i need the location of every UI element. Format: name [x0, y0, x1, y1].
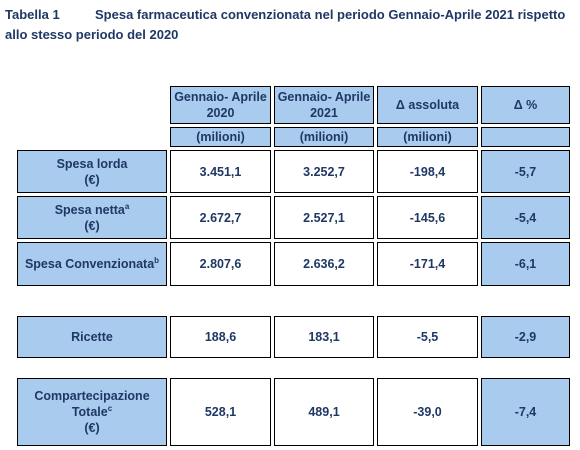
row-label-cell: Spesa Convenzionatab [17, 242, 167, 286]
value: 2.807,6 [199, 257, 242, 271]
unit-text: (milioni) [299, 130, 349, 144]
unit-text: (milioni) [196, 130, 245, 144]
value-cell: 489,1 [274, 378, 374, 446]
row-unit: (€) [84, 421, 100, 435]
value-cell: 3.451,1 [170, 150, 271, 193]
title-text: Spesa farmaceutica convenzionata nel per… [5, 7, 566, 42]
header-cell: Δ % [481, 86, 570, 124]
header-cell: Δ assoluta [377, 86, 478, 124]
value: -171,4 [409, 257, 446, 271]
value-cell: 3.252,7 [274, 150, 374, 193]
value: 528,1 [204, 405, 237, 419]
value: 3.252,7 [303, 164, 345, 179]
row-label-cell: Compartecipazione Totalec (€) [17, 378, 167, 446]
value-cell: 2.527,1 [274, 196, 374, 239]
header-cell: Gennaio- Aprile 2020 [170, 86, 271, 124]
row-label-cell: Spesa lorda (€) [17, 150, 167, 193]
header-cell: Gennaio- Aprile 2021 [274, 86, 374, 124]
value-cell: -6,1 [481, 242, 570, 286]
value: -145,6 [409, 210, 446, 225]
row-label: Spesa netta [54, 202, 125, 217]
value: -5,4 [514, 210, 537, 225]
value-cell: -5,7 [481, 150, 570, 193]
value-cell: 2.672,7 [170, 196, 271, 239]
value-cell: -5,4 [481, 196, 570, 239]
value-cell: -171,4 [377, 242, 478, 286]
title-label: Tabella 1 [5, 7, 60, 22]
row-label-line: Spesa lorda [57, 156, 128, 172]
row-label-line: Spesa Convenzionatab [25, 256, 159, 272]
footnote-mark: c [107, 403, 113, 413]
value: -39,0 [413, 405, 442, 419]
value: -198,4 [409, 164, 446, 179]
unit-cell: (milioni) [377, 127, 478, 147]
footnote-mark: a [124, 201, 130, 211]
value-cell: 183,1 [274, 316, 374, 358]
row-label-cell: Ricette [17, 316, 167, 358]
value: 489,1 [308, 405, 340, 419]
value: -7,4 [514, 405, 537, 419]
value-cell: -7,4 [481, 378, 570, 446]
value: -2,9 [514, 330, 537, 344]
value: 183,1 [308, 330, 340, 344]
row-label-cell: Spesa nettaa (€) [17, 196, 167, 239]
footnote-mark: b [154, 255, 160, 265]
header-text: Gennaio- Aprile 2020 [174, 90, 267, 120]
header-text: Δ assoluta [395, 98, 460, 112]
value: 2.527,1 [303, 210, 345, 225]
value-cell: 188,6 [170, 316, 271, 358]
value: -6,1 [514, 257, 537, 271]
title: Tabella 1 Spesa farmaceutica convenzionat… [5, 5, 577, 45]
value: 2.636,2 [303, 257, 345, 271]
value-cell: 2.807,6 [170, 242, 271, 286]
unit-text: (milioni) [403, 130, 452, 144]
row-label: Ricette [71, 330, 113, 344]
unit-cell: (milioni) [170, 127, 271, 147]
row-unit: (€) [84, 172, 100, 187]
row-label: Totale [71, 405, 108, 419]
row-label-line: Compartecipazione [34, 388, 149, 404]
value-cell: -145,6 [377, 196, 478, 239]
value-cell: -5,5 [377, 316, 478, 358]
value: 2.672,7 [199, 210, 242, 225]
value-cell: -2,9 [481, 316, 570, 358]
header-text: Gennaio- Aprile 2021 [277, 90, 371, 120]
header-text: Δ % [513, 98, 538, 112]
row-label: Compartecipazione [34, 389, 150, 403]
row-label: Spesa Convenzionata [24, 257, 155, 271]
unit-cell [481, 127, 570, 147]
row-label-line: Totalec [72, 404, 112, 420]
value-cell: -198,4 [377, 150, 478, 193]
value: 188,6 [204, 330, 237, 344]
value-cell: 2.636,2 [274, 242, 374, 286]
value: -5,7 [514, 164, 537, 179]
value-cell: 528,1 [170, 378, 271, 446]
value: 3.451,1 [199, 164, 242, 179]
row-label: Spesa lorda [56, 156, 128, 171]
value-cell: -39,0 [377, 378, 478, 446]
row-label-line: Spesa nettaa [55, 202, 130, 218]
value: -5,5 [416, 330, 439, 344]
row-label-line: Ricette [71, 329, 113, 345]
row-unit: (€) [84, 218, 100, 233]
unit-cell: (milioni) [274, 127, 374, 147]
